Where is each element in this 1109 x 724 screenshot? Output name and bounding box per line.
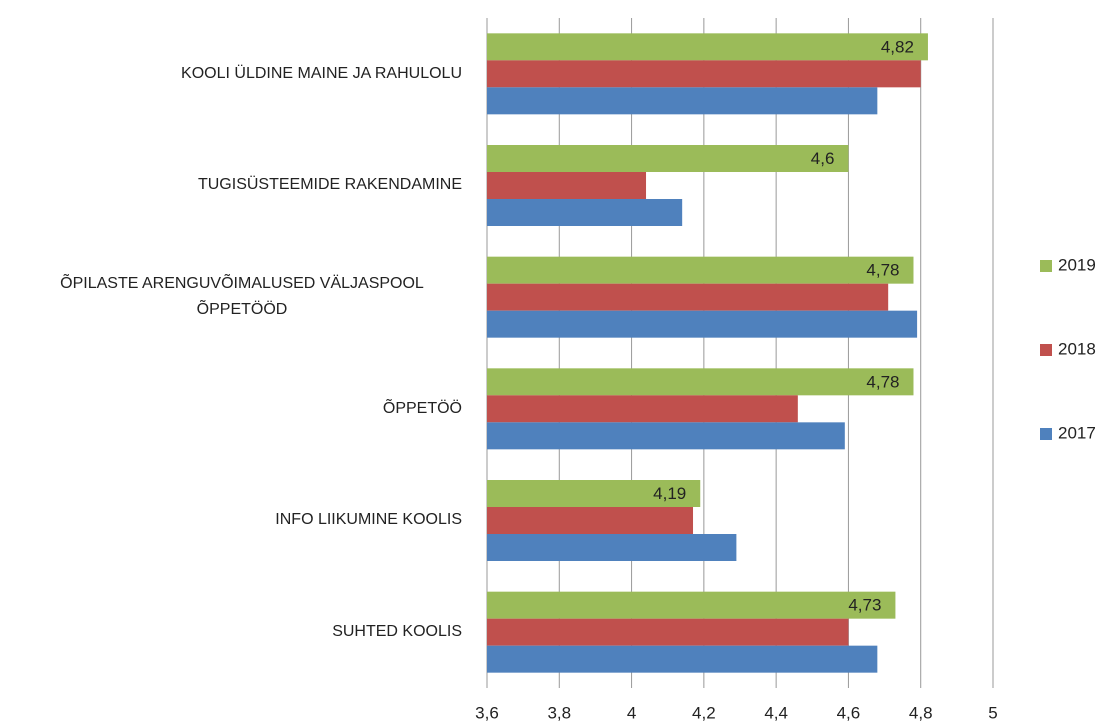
- bar: [487, 199, 683, 226]
- x-tick-label: 3,8: [547, 703, 571, 722]
- category-text: KOOLI ÜLDINE MAINE JA RAHULOLU: [181, 64, 462, 82]
- data-label: 4,73: [848, 596, 881, 615]
- bar: [487, 618, 849, 646]
- x-tick-label: 5: [988, 703, 997, 722]
- category-label: INFO LIIKUMINE KOOLIS: [0, 465, 462, 577]
- category-text: ÕPILASTE ARENGUVÕIMALUSED VÄLJASPOOL ÕPP…: [60, 275, 424, 319]
- legend-swatch: [1040, 260, 1052, 272]
- bar: [487, 310, 918, 338]
- x-tick-label: 4: [627, 703, 636, 722]
- x-tick-label: 4,8: [909, 703, 933, 722]
- bar: [487, 172, 647, 199]
- data-label: 4,82: [881, 37, 914, 56]
- legend-label: 2019: [1058, 255, 1096, 274]
- x-tick-label: 4,2: [692, 703, 716, 722]
- bar: [487, 33, 928, 61]
- category-text: SUHTED KOOLIS: [332, 623, 462, 641]
- x-tick-label: 4,4: [764, 703, 788, 722]
- data-label: 4,6: [811, 149, 835, 168]
- bar: [487, 87, 878, 115]
- category-text: ÕPPETÖÖ: [382, 399, 462, 417]
- bar: [487, 256, 914, 284]
- bar: [487, 480, 701, 507]
- bar: [487, 422, 845, 450]
- x-tick-label: 4,6: [837, 703, 861, 722]
- bar: [487, 534, 737, 561]
- x-tick-label: 3,6: [475, 703, 499, 722]
- category-label: ÕPILASTE ARENGUVÕIMALUSED VÄLJASPOOL ÕPP…: [0, 241, 462, 353]
- category-label: TUGISÜSTEEMIDE RAKENDAMINE: [0, 130, 462, 242]
- category-text: INFO LIIKUMINE KOOLIS: [275, 511, 462, 529]
- bar: [487, 645, 878, 673]
- data-label: 4,78: [866, 372, 899, 391]
- category-label: ÕPPETÖÖ: [0, 353, 462, 465]
- legend-swatch: [1040, 428, 1052, 440]
- category-text: TUGISÜSTEEMIDE RAKENDAMINE: [197, 176, 462, 194]
- bar: [487, 395, 798, 423]
- data-label: 4,19: [653, 484, 686, 503]
- legend-swatch: [1040, 344, 1052, 356]
- legend-label: 2017: [1058, 423, 1096, 442]
- bar: [487, 507, 694, 534]
- bar: [487, 145, 849, 172]
- category-label: SUHTED KOOLIS: [0, 576, 462, 688]
- bar: [487, 283, 889, 311]
- legend-label: 2018: [1058, 339, 1096, 358]
- bar: [487, 591, 896, 619]
- bar: [487, 60, 921, 88]
- category-label: KOOLI ÜLDINE MAINE JA RAHULOLU: [0, 18, 462, 130]
- data-label: 4,78: [866, 261, 899, 280]
- bar: [487, 368, 914, 396]
